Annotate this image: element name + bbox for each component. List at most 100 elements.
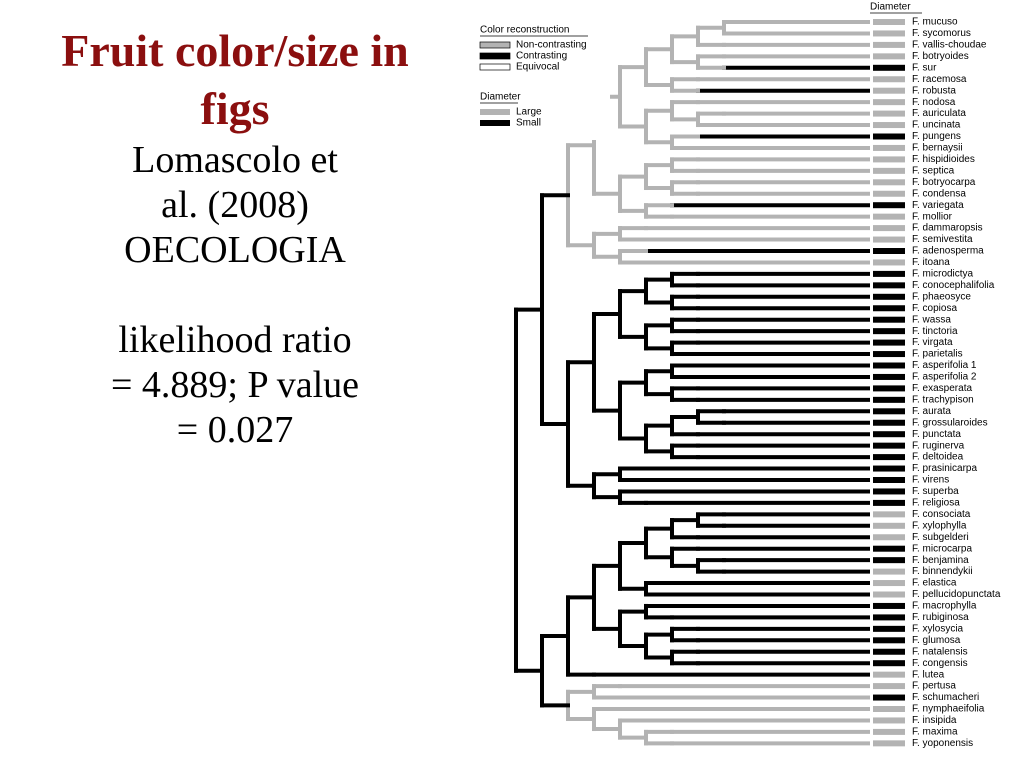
diameter-bar bbox=[873, 602, 905, 609]
species-label: F. ruginerva bbox=[912, 440, 965, 451]
legend-label: Contrasting bbox=[516, 51, 567, 62]
diameter-bar bbox=[873, 706, 905, 712]
citation-line: OECOLOGIA bbox=[124, 229, 346, 271]
species-label: F. pertusa bbox=[912, 681, 956, 692]
diameter-bar bbox=[873, 133, 905, 140]
species-label: F. insipida bbox=[912, 715, 957, 726]
diameter-bar bbox=[873, 591, 905, 598]
species-label: F. punctata bbox=[912, 429, 961, 440]
species-label: F. semivestita bbox=[912, 234, 973, 245]
statistic-line: = 4.889; P value bbox=[110, 364, 359, 406]
species-label: F. xylophylla bbox=[912, 520, 967, 531]
statistic-line: = 0.027 bbox=[176, 409, 294, 451]
species-label: F. botryocarpa bbox=[912, 177, 976, 188]
column-header: Diameter bbox=[870, 2, 911, 13]
species-label: F. prasinicarpa bbox=[912, 463, 977, 474]
species-label: F. septica bbox=[912, 165, 955, 176]
species-label: F. hispidioides bbox=[912, 154, 975, 165]
diameter-bar bbox=[873, 511, 905, 518]
diameter-bar bbox=[873, 488, 905, 495]
species-label: F. adenosperma bbox=[912, 246, 984, 257]
species-label: F. microcarpa bbox=[912, 543, 972, 554]
diameter-bar bbox=[873, 465, 905, 472]
diameter-bar bbox=[873, 339, 905, 346]
diameter-bar bbox=[873, 545, 905, 552]
diameter-bar bbox=[873, 270, 905, 277]
diameter-bar bbox=[873, 293, 905, 300]
legend-swatch bbox=[479, 52, 511, 60]
species-label: F. exasperata bbox=[912, 383, 972, 394]
species-label: F. wassa bbox=[912, 314, 951, 325]
diameter-bar bbox=[873, 144, 905, 151]
diameter-bar bbox=[873, 454, 905, 461]
legend-label: Equivocal bbox=[516, 62, 559, 73]
species-label: F. nymphaeifolia bbox=[912, 704, 985, 715]
diameter-bar bbox=[873, 122, 905, 129]
diameter-bar bbox=[873, 671, 905, 678]
legend-title: Diameter bbox=[480, 92, 521, 103]
species-label: F. pungens bbox=[912, 131, 961, 142]
species-label: F. grossularoides bbox=[912, 417, 988, 428]
diameter-bar bbox=[873, 568, 905, 575]
species-label: F. yoponensis bbox=[912, 738, 973, 749]
species-label: F. nodosa bbox=[912, 97, 956, 108]
citation-line: al. (2008) bbox=[161, 184, 309, 226]
legend-title: Color reconstruction bbox=[480, 25, 569, 36]
species-label: F. benjamina bbox=[912, 555, 969, 566]
diameter-bar bbox=[873, 614, 905, 621]
diameter-bar bbox=[873, 717, 905, 724]
species-label: F. racemosa bbox=[912, 74, 967, 85]
diameter-bar bbox=[873, 179, 905, 186]
diameter-bar bbox=[873, 740, 905, 747]
diameter-bar bbox=[873, 580, 905, 587]
species-label: F. virens bbox=[912, 475, 949, 486]
diameter-bar bbox=[873, 190, 905, 197]
diameter-bar bbox=[873, 728, 905, 735]
diameter-bar bbox=[873, 41, 905, 48]
citation-line: Lomascolo et bbox=[132, 139, 338, 181]
slide-title: Fruit color/size in figs bbox=[61, 25, 409, 134]
diameter-bar bbox=[873, 694, 905, 701]
species-label: F. mucuso bbox=[912, 17, 958, 28]
species-label: F. variegata bbox=[912, 200, 964, 211]
diameter-bar bbox=[873, 99, 905, 106]
diameter-bar bbox=[873, 419, 905, 426]
diameter-bar bbox=[873, 30, 905, 37]
text-column: Fruit color/size in figs Lomascolo et al… bbox=[40, 22, 430, 453]
species-label: F. parietalis bbox=[912, 349, 963, 360]
diameter-bar bbox=[873, 625, 905, 632]
species-label: F. dammaropsis bbox=[912, 223, 983, 234]
diameter-bar bbox=[873, 53, 905, 60]
species-label: F. vallis-choudae bbox=[912, 40, 987, 51]
diameter-bar bbox=[873, 236, 905, 243]
species-label: F. elastica bbox=[912, 578, 957, 589]
species-label: F. religiosa bbox=[912, 498, 960, 509]
species-label: F. sycomorus bbox=[912, 28, 971, 39]
diameter-bar bbox=[873, 396, 905, 403]
species-label: F. mollior bbox=[912, 211, 953, 222]
species-label: F. auriculata bbox=[912, 108, 966, 119]
species-label: F. robusta bbox=[912, 85, 956, 96]
diameter-bar bbox=[873, 282, 905, 289]
species-label: F. maxima bbox=[912, 727, 958, 738]
diameter-bar bbox=[873, 248, 905, 254]
diameter-bar bbox=[873, 225, 905, 232]
tree bbox=[514, 20, 870, 746]
diameter-bar bbox=[873, 202, 905, 209]
diameter-bar bbox=[873, 328, 905, 335]
diameter-bar bbox=[873, 431, 905, 438]
diameter-bar bbox=[873, 351, 905, 358]
diameter-bar bbox=[873, 213, 905, 220]
species-label: F. natalensis bbox=[912, 646, 968, 657]
diameter-bar bbox=[873, 534, 905, 541]
diameter-bar bbox=[873, 522, 905, 529]
species-label: F. conocephalifolia bbox=[912, 280, 995, 291]
species-label: F. botryoides bbox=[912, 51, 969, 62]
legend-swatch bbox=[479, 63, 511, 71]
diameter-bar bbox=[873, 167, 905, 174]
species-label: F. bernaysii bbox=[912, 143, 963, 154]
legend-label: Small bbox=[516, 118, 541, 129]
diameter-bar bbox=[873, 64, 905, 71]
species-label: F. pellucidopunctata bbox=[912, 589, 1001, 600]
